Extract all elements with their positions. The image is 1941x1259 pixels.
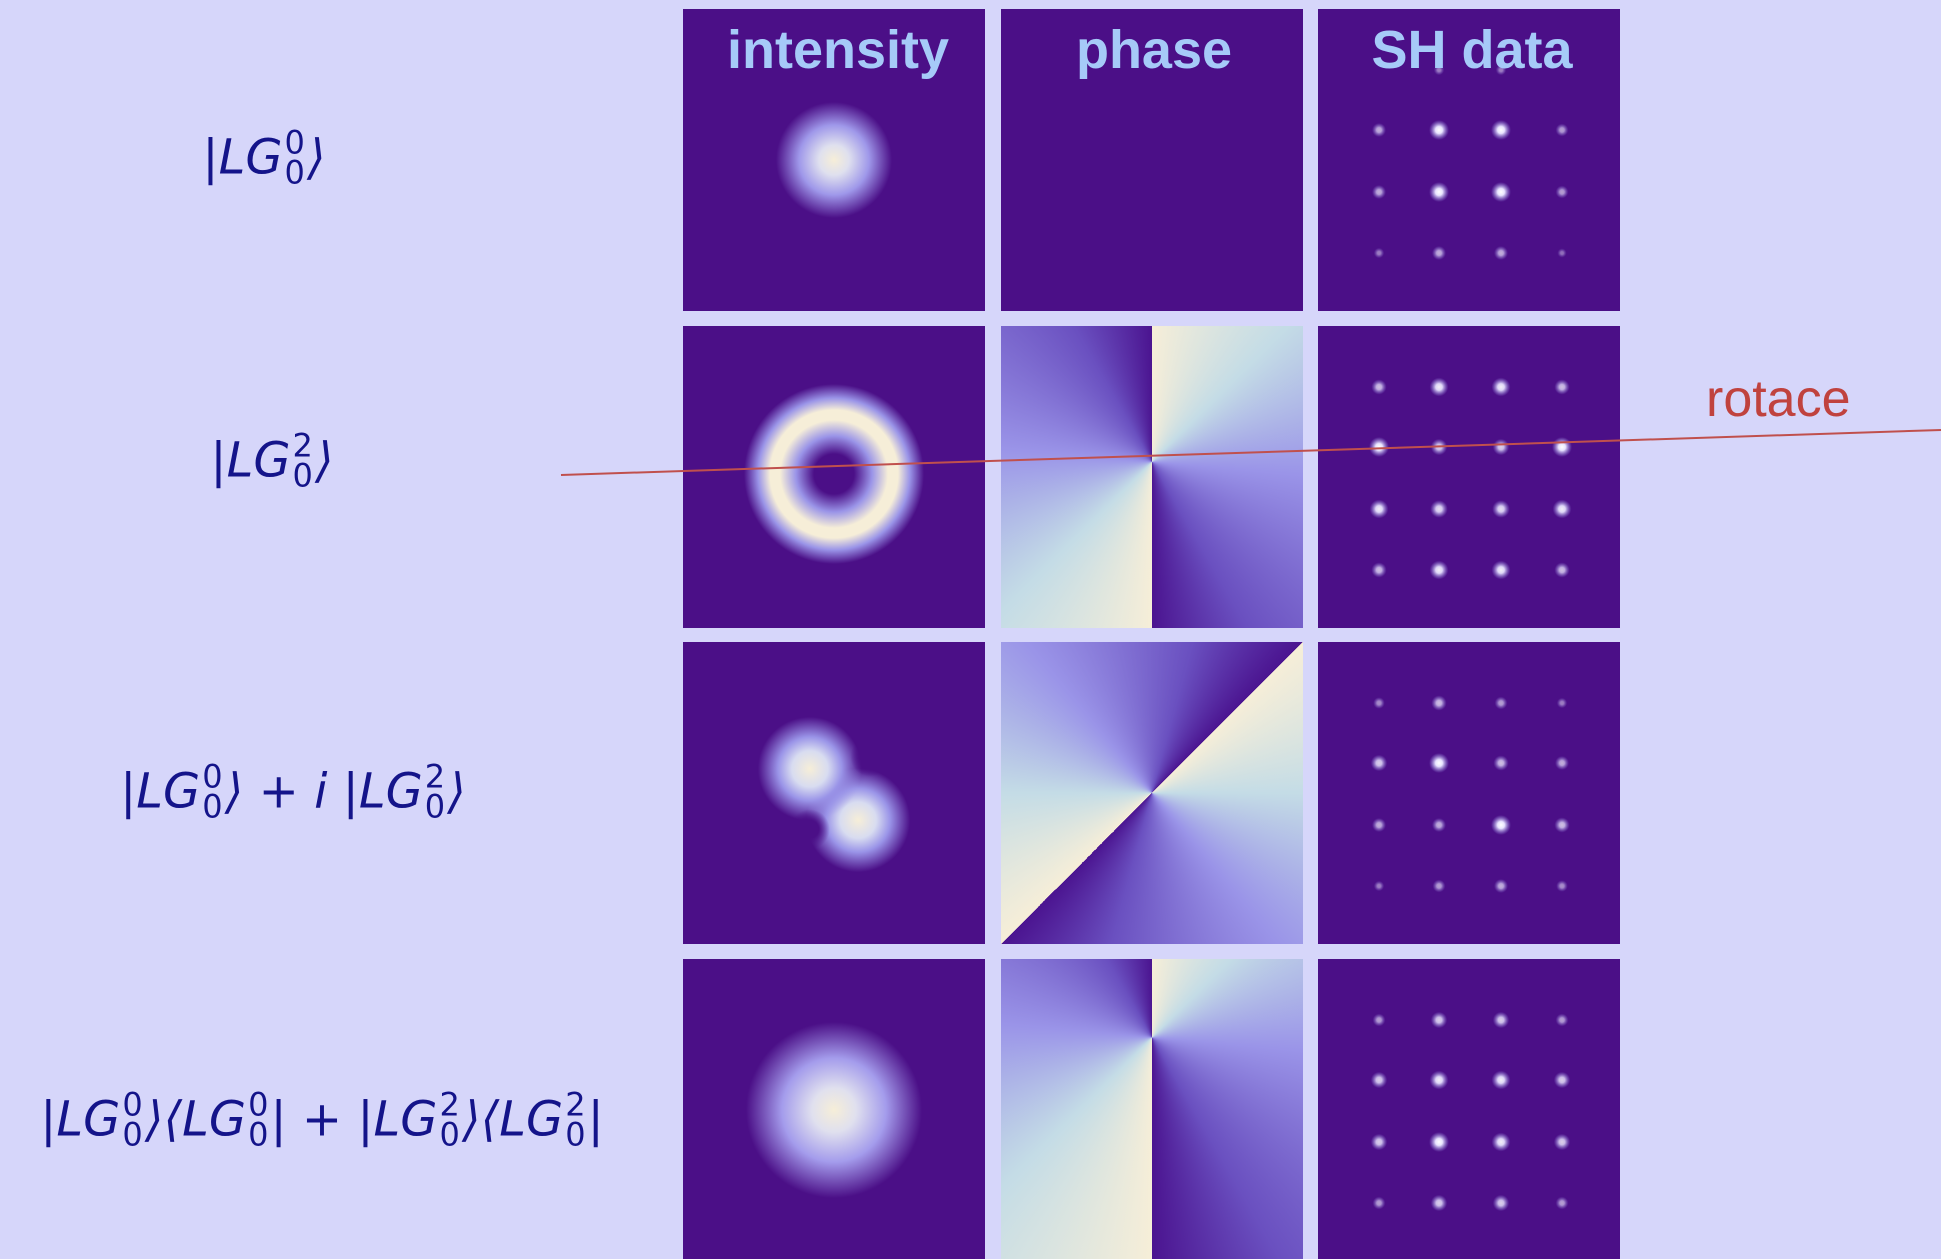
overlay <box>0 0 1941 1259</box>
rotation-line <box>561 430 1941 475</box>
slide: rotace intensityphaseSH data|LG00⟩|LG20⟩… <box>0 0 1941 1259</box>
